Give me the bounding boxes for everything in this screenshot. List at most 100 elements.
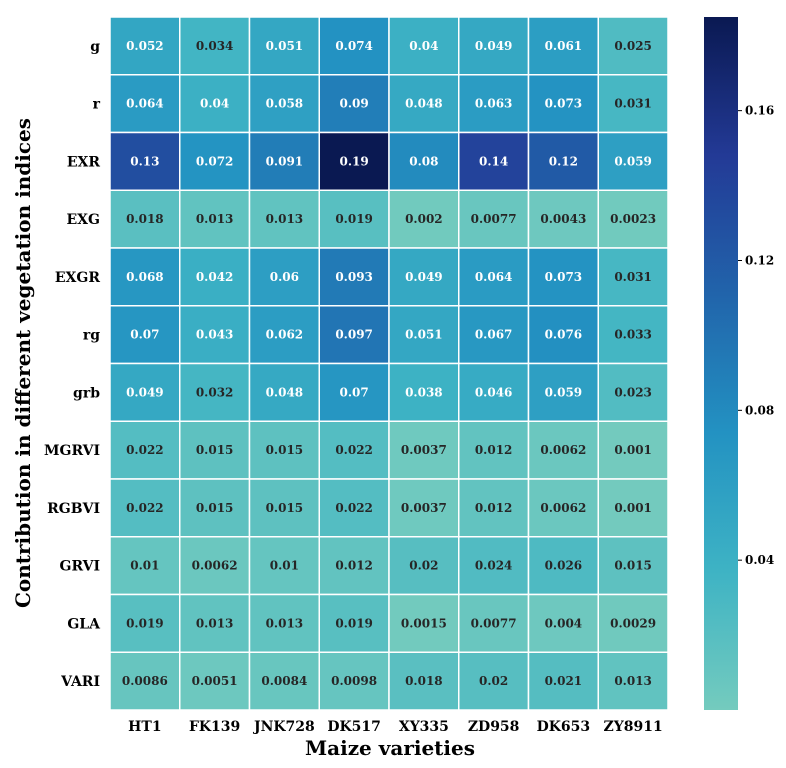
y-tick-label: EXR xyxy=(67,154,101,170)
heatmap-cell xyxy=(388,478,460,538)
heatmap-cell xyxy=(248,651,320,711)
cell-value-label: 0.032 xyxy=(196,385,234,399)
heatmap-cell xyxy=(597,420,669,480)
y-tick-label: MGRVI xyxy=(44,443,100,459)
cell-value-label: 0.022 xyxy=(335,501,373,515)
heatmap-cell xyxy=(109,651,181,711)
cell-value-label: 0.04 xyxy=(409,39,438,53)
heatmap-cell xyxy=(179,362,251,422)
y-tick-label: r xyxy=(93,97,101,113)
cell-value-label: 0.026 xyxy=(545,559,583,573)
cell-value-label: 0.013 xyxy=(614,674,652,688)
cell-value-label: 0.14 xyxy=(479,154,508,168)
cell-value-label: 0.0062 xyxy=(540,501,586,515)
heatmap-cell xyxy=(318,247,390,307)
heatmap-cell xyxy=(458,478,530,538)
heatmap-cell xyxy=(527,593,599,653)
cell-value-label: 0.013 xyxy=(196,616,234,630)
heatmap-cell xyxy=(597,16,669,76)
heatmap-cell xyxy=(458,74,530,134)
heatmap-cell xyxy=(179,593,251,653)
cell-value-label: 0.0098 xyxy=(331,674,377,688)
cell-value-label: 0.012 xyxy=(475,443,513,457)
heatmap-cell xyxy=(597,651,669,711)
heatmap-cell xyxy=(248,593,320,653)
cell-value-label: 0.015 xyxy=(196,443,234,457)
cell-value-label: 0.059 xyxy=(614,154,652,168)
heatmap-cell xyxy=(179,478,251,538)
cell-value-label: 0.058 xyxy=(266,97,304,111)
colorbar xyxy=(704,17,738,710)
y-tick-label: GRVI xyxy=(59,559,100,575)
y-tick-labels: g r EXR EXG EXGR rg grb MGRVI RGBVI GRVI GLA VARI xyxy=(44,39,101,690)
cell-value-label: 0.002 xyxy=(405,212,443,226)
y-tick-label: g xyxy=(90,39,100,55)
cell-value-label: 0.031 xyxy=(614,97,652,111)
colorbar-tick-label: 0.12 xyxy=(745,253,774,267)
y-axis-title: Contribution in different vegetation ind… xyxy=(11,118,35,608)
cell-value-label: 0.049 xyxy=(405,270,443,284)
cell-value-label: 0.19 xyxy=(340,154,369,168)
cell-value-label: 0.0037 xyxy=(401,443,447,457)
cell-value-label: 0.033 xyxy=(614,328,652,342)
heatmap-cell xyxy=(248,305,320,365)
heatmap-cell xyxy=(318,189,390,249)
heatmap-cell xyxy=(527,189,599,249)
cell-value-label: 0.013 xyxy=(196,212,234,226)
heatmap-cell xyxy=(109,593,181,653)
cell-value-label: 0.08 xyxy=(409,154,438,168)
heatmap-cell xyxy=(248,362,320,422)
cell-value-label: 0.06 xyxy=(270,270,299,284)
cell-value-label: 0.043 xyxy=(196,328,234,342)
heatmap-cell xyxy=(458,536,530,596)
heatmap-cell xyxy=(388,305,460,365)
colorbar-tick-label: 0.04 xyxy=(745,553,774,567)
y-tick-label: rg xyxy=(83,328,100,344)
heatmap-cell xyxy=(318,593,390,653)
cell-value-label: 0.076 xyxy=(545,328,583,342)
heatmap-cell xyxy=(597,247,669,307)
heatmap-cell xyxy=(179,131,251,191)
cell-value-label: 0.093 xyxy=(335,270,373,284)
heatmap-cell xyxy=(388,536,460,596)
heatmap-cell xyxy=(179,16,251,76)
x-tick-label: HT1 xyxy=(128,719,161,735)
heatmap-cell xyxy=(109,131,181,191)
heatmap-cell xyxy=(458,305,530,365)
heatmap-cell xyxy=(248,420,320,480)
x-tick-label: JNK728 xyxy=(252,719,315,735)
cell-value-label: 0.0077 xyxy=(471,616,517,630)
cell-value-label: 0.064 xyxy=(126,97,164,111)
cell-value-label: 0.02 xyxy=(409,559,438,573)
heatmap-cell xyxy=(388,131,460,191)
cell-value-label: 0.015 xyxy=(266,501,304,515)
x-tick-label: ZD958 xyxy=(468,719,520,735)
cell-value-label: 0.004 xyxy=(545,616,583,630)
cell-value-label: 0.024 xyxy=(475,559,513,573)
cell-value-label: 0.018 xyxy=(126,212,164,226)
cell-value-label: 0.0037 xyxy=(401,501,447,515)
heatmap-cell xyxy=(527,536,599,596)
cell-value-label: 0.0077 xyxy=(471,212,517,226)
heatmap-cell xyxy=(248,536,320,596)
heatmap-cell xyxy=(527,362,599,422)
cell-value-label: 0.01 xyxy=(130,559,159,573)
cell-value-label: 0.061 xyxy=(545,39,583,53)
cell-value-label: 0.015 xyxy=(614,559,652,573)
heatmap-cell xyxy=(109,16,181,76)
heatmap-cells: 0.052 0.034 0.051 0.074 0.04 0.049 0.061 0.025 0… xyxy=(109,16,669,711)
x-tick-label: XY335 xyxy=(399,719,449,735)
cell-value-label: 0.063 xyxy=(475,97,513,111)
y-tick-label: VARI xyxy=(60,674,100,690)
cell-value-label: 0.0043 xyxy=(540,212,586,226)
heatmap-cell xyxy=(527,651,599,711)
x-tick-label: FK139 xyxy=(189,719,240,735)
cell-value-label: 0.0029 xyxy=(610,616,656,630)
colorbar-tick-label: 0.16 xyxy=(745,104,774,118)
cell-value-label: 0.012 xyxy=(335,559,373,573)
x-axis-title: Maize varieties xyxy=(305,736,475,760)
heatmap-cell xyxy=(109,362,181,422)
heatmap-cell xyxy=(597,74,669,134)
cell-value-label: 0.022 xyxy=(126,501,164,515)
